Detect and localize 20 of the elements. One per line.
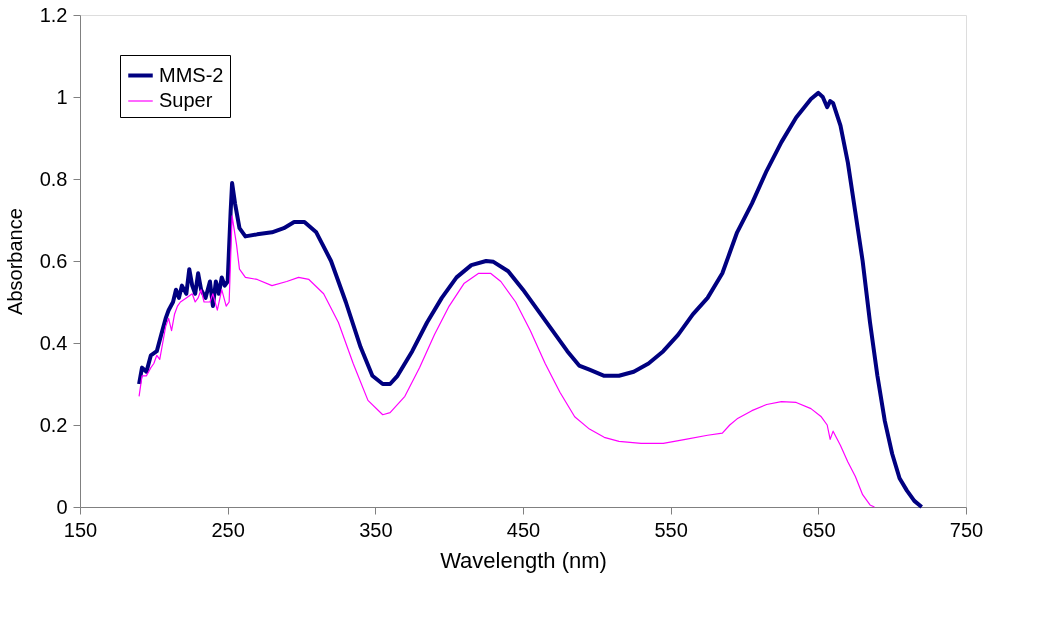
x-tick-label: 450 (506, 518, 541, 541)
y-tick-label: 0 (56, 495, 68, 518)
x-tick-label: 150 (63, 518, 98, 541)
y-tick-label: 0.6 (39, 249, 68, 272)
x-axis-title: Wavelength (nm) (440, 547, 607, 573)
y-tick-label: 1.2 (39, 3, 68, 26)
y-tick-label: 0.2 (39, 413, 68, 436)
y-axis-title: Absorbance (3, 208, 26, 315)
x-tick-label: 350 (359, 518, 393, 541)
x-tick-label: 550 (654, 518, 688, 541)
line-series (137, 90, 924, 509)
y-tick-label: 0.4 (39, 331, 68, 354)
y-tick-label: 0.8 (39, 167, 68, 190)
legend-label: Super (159, 89, 213, 111)
x-tick-label: 650 (802, 518, 836, 541)
legend-label: MMS-2 (159, 63, 224, 86)
x-tick-label: 250 (211, 518, 245, 541)
x-tick-label: 750 (949, 518, 984, 541)
y-tick-label: 1 (56, 85, 68, 108)
line-series (138, 215, 876, 508)
